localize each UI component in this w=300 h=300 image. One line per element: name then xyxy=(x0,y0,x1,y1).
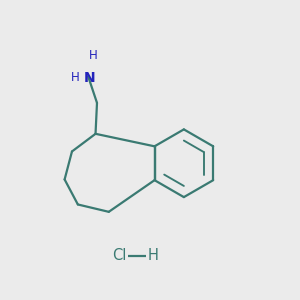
Text: Cl: Cl xyxy=(112,248,126,263)
Text: N: N xyxy=(84,71,95,85)
Text: H: H xyxy=(89,49,98,62)
Text: H: H xyxy=(70,71,79,84)
Text: H: H xyxy=(148,248,159,263)
